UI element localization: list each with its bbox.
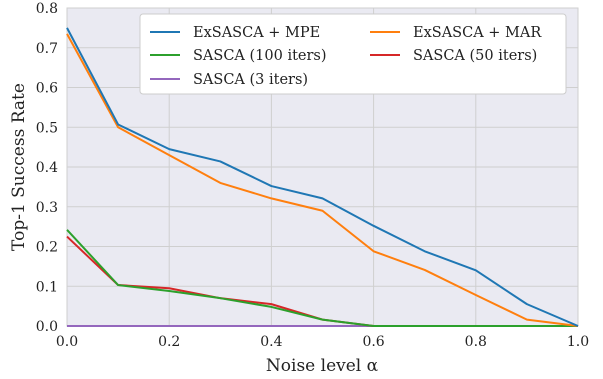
y-tick-label: 0.8 [36,1,58,17]
x-axis-title: Noise level α [266,356,379,376]
x-tick-label: 1.0 [567,334,589,350]
x-tick-label: 0.4 [260,334,282,350]
series-line-exsasca-mpe [66,27,579,327]
series-layer [66,27,579,327]
series-line-exsasca-mar [66,33,579,327]
legend: ExSASCA + MPE ExSASCA + MAR SASCA (100 i… [139,13,567,95]
y-tick-label: 0.0 [36,319,58,335]
legend-label-sasca-50: SASCA (50 iters) [413,48,537,64]
y-tick-label: 0.6 [36,81,58,97]
series-line-sasca-100-iters [66,229,578,327]
legend-label-sasca-100: SASCA (100 iters) [193,48,327,64]
legend-label-exsasca-mar: ExSASCA + MAR [413,25,542,41]
legend-label-exsasca-mpe: ExSASCA + MPE [193,25,320,41]
x-tick-label: 0.0 [56,334,78,350]
x-tick-label: 0.6 [362,334,384,350]
y-tick-label: 0.3 [36,200,58,216]
y-tick-label: 0.5 [36,120,58,136]
x-tick-label: 0.8 [465,334,487,350]
x-tick-label: 0.2 [158,334,180,350]
legend-label-sasca-3: SASCA (3 iters) [193,72,308,88]
tick-labels: 0.0 0.2 0.4 0.6 0.8 1.0 0.0 0.1 0.2 0.3 0.4 0.5 0.6 0… [36,1,589,350]
legend-box [139,13,567,95]
y-tick-label: 0.7 [36,41,58,57]
y-tick-label: 0.1 [36,279,58,295]
y-axis-title: Top-1 Success Rate [9,83,29,251]
y-tick-label: 0.2 [36,240,58,256]
y-tick-label: 0.4 [36,160,58,176]
